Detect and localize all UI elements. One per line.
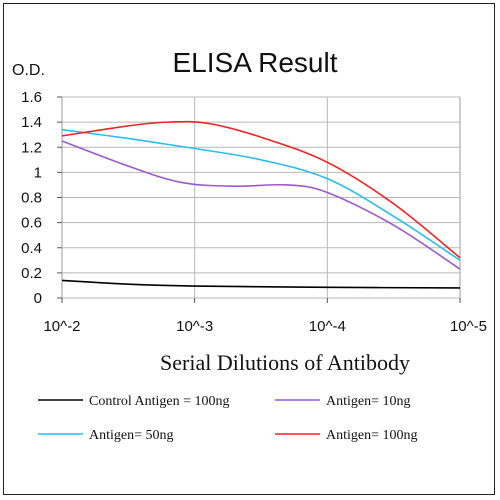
y-tick-label: 0.2	[21, 265, 42, 282]
x-tick-label: 10^-2	[43, 318, 80, 335]
series-line-antigen-50ng	[61, 128, 461, 261]
y-tick-label: 1.6	[21, 89, 42, 106]
legend-label-antigen-50ng: Antigen= 50ng	[89, 428, 174, 443]
x-axis-label: Serial Dilutions of Antibody	[160, 350, 410, 375]
chart-title: ELISA Result	[173, 47, 338, 78]
legend: Control Antigen = 100ng Antigen= 10ng Anti…	[38, 394, 418, 443]
x-ticks: 10^-2 10^-3 10^-4 10^-5	[43, 318, 487, 335]
y-tick-label: 1	[34, 164, 42, 181]
series-line-antigen-10ng	[61, 140, 461, 270]
legend-label-antigen-100ng: Antigen= 100ng	[326, 428, 418, 443]
legend-label-control-antigen-100ng: Control Antigen = 100ng	[89, 394, 230, 409]
y-tick-label: 0	[34, 290, 42, 307]
series-line-control-antigen-100ng	[61, 279, 461, 289]
y-tick-label: 0.6	[21, 215, 42, 232]
grid	[57, 96, 461, 303]
y-tick-label: 1.4	[21, 114, 42, 131]
legend-label-antigen-10ng: Antigen= 10ng	[326, 394, 411, 409]
x-tick-label: 10^-3	[176, 318, 213, 335]
x-tick-label: 10^-4	[309, 318, 346, 335]
chart-frame	[3, 3, 495, 495]
y-tick-label: 1.2	[21, 139, 42, 156]
y-axis-label: O.D.	[12, 62, 45, 79]
series-line-antigen-100ng	[61, 120, 461, 259]
y-tick-label: 0.8	[21, 190, 42, 207]
series-lines	[61, 120, 461, 289]
y-tick-label: 0.4	[21, 240, 42, 257]
x-tick-label: 10^-5	[450, 318, 487, 335]
y-ticks: 0 0.2 0.4 0.6 0.8 1 1.2 1.4 1.6	[21, 89, 42, 307]
